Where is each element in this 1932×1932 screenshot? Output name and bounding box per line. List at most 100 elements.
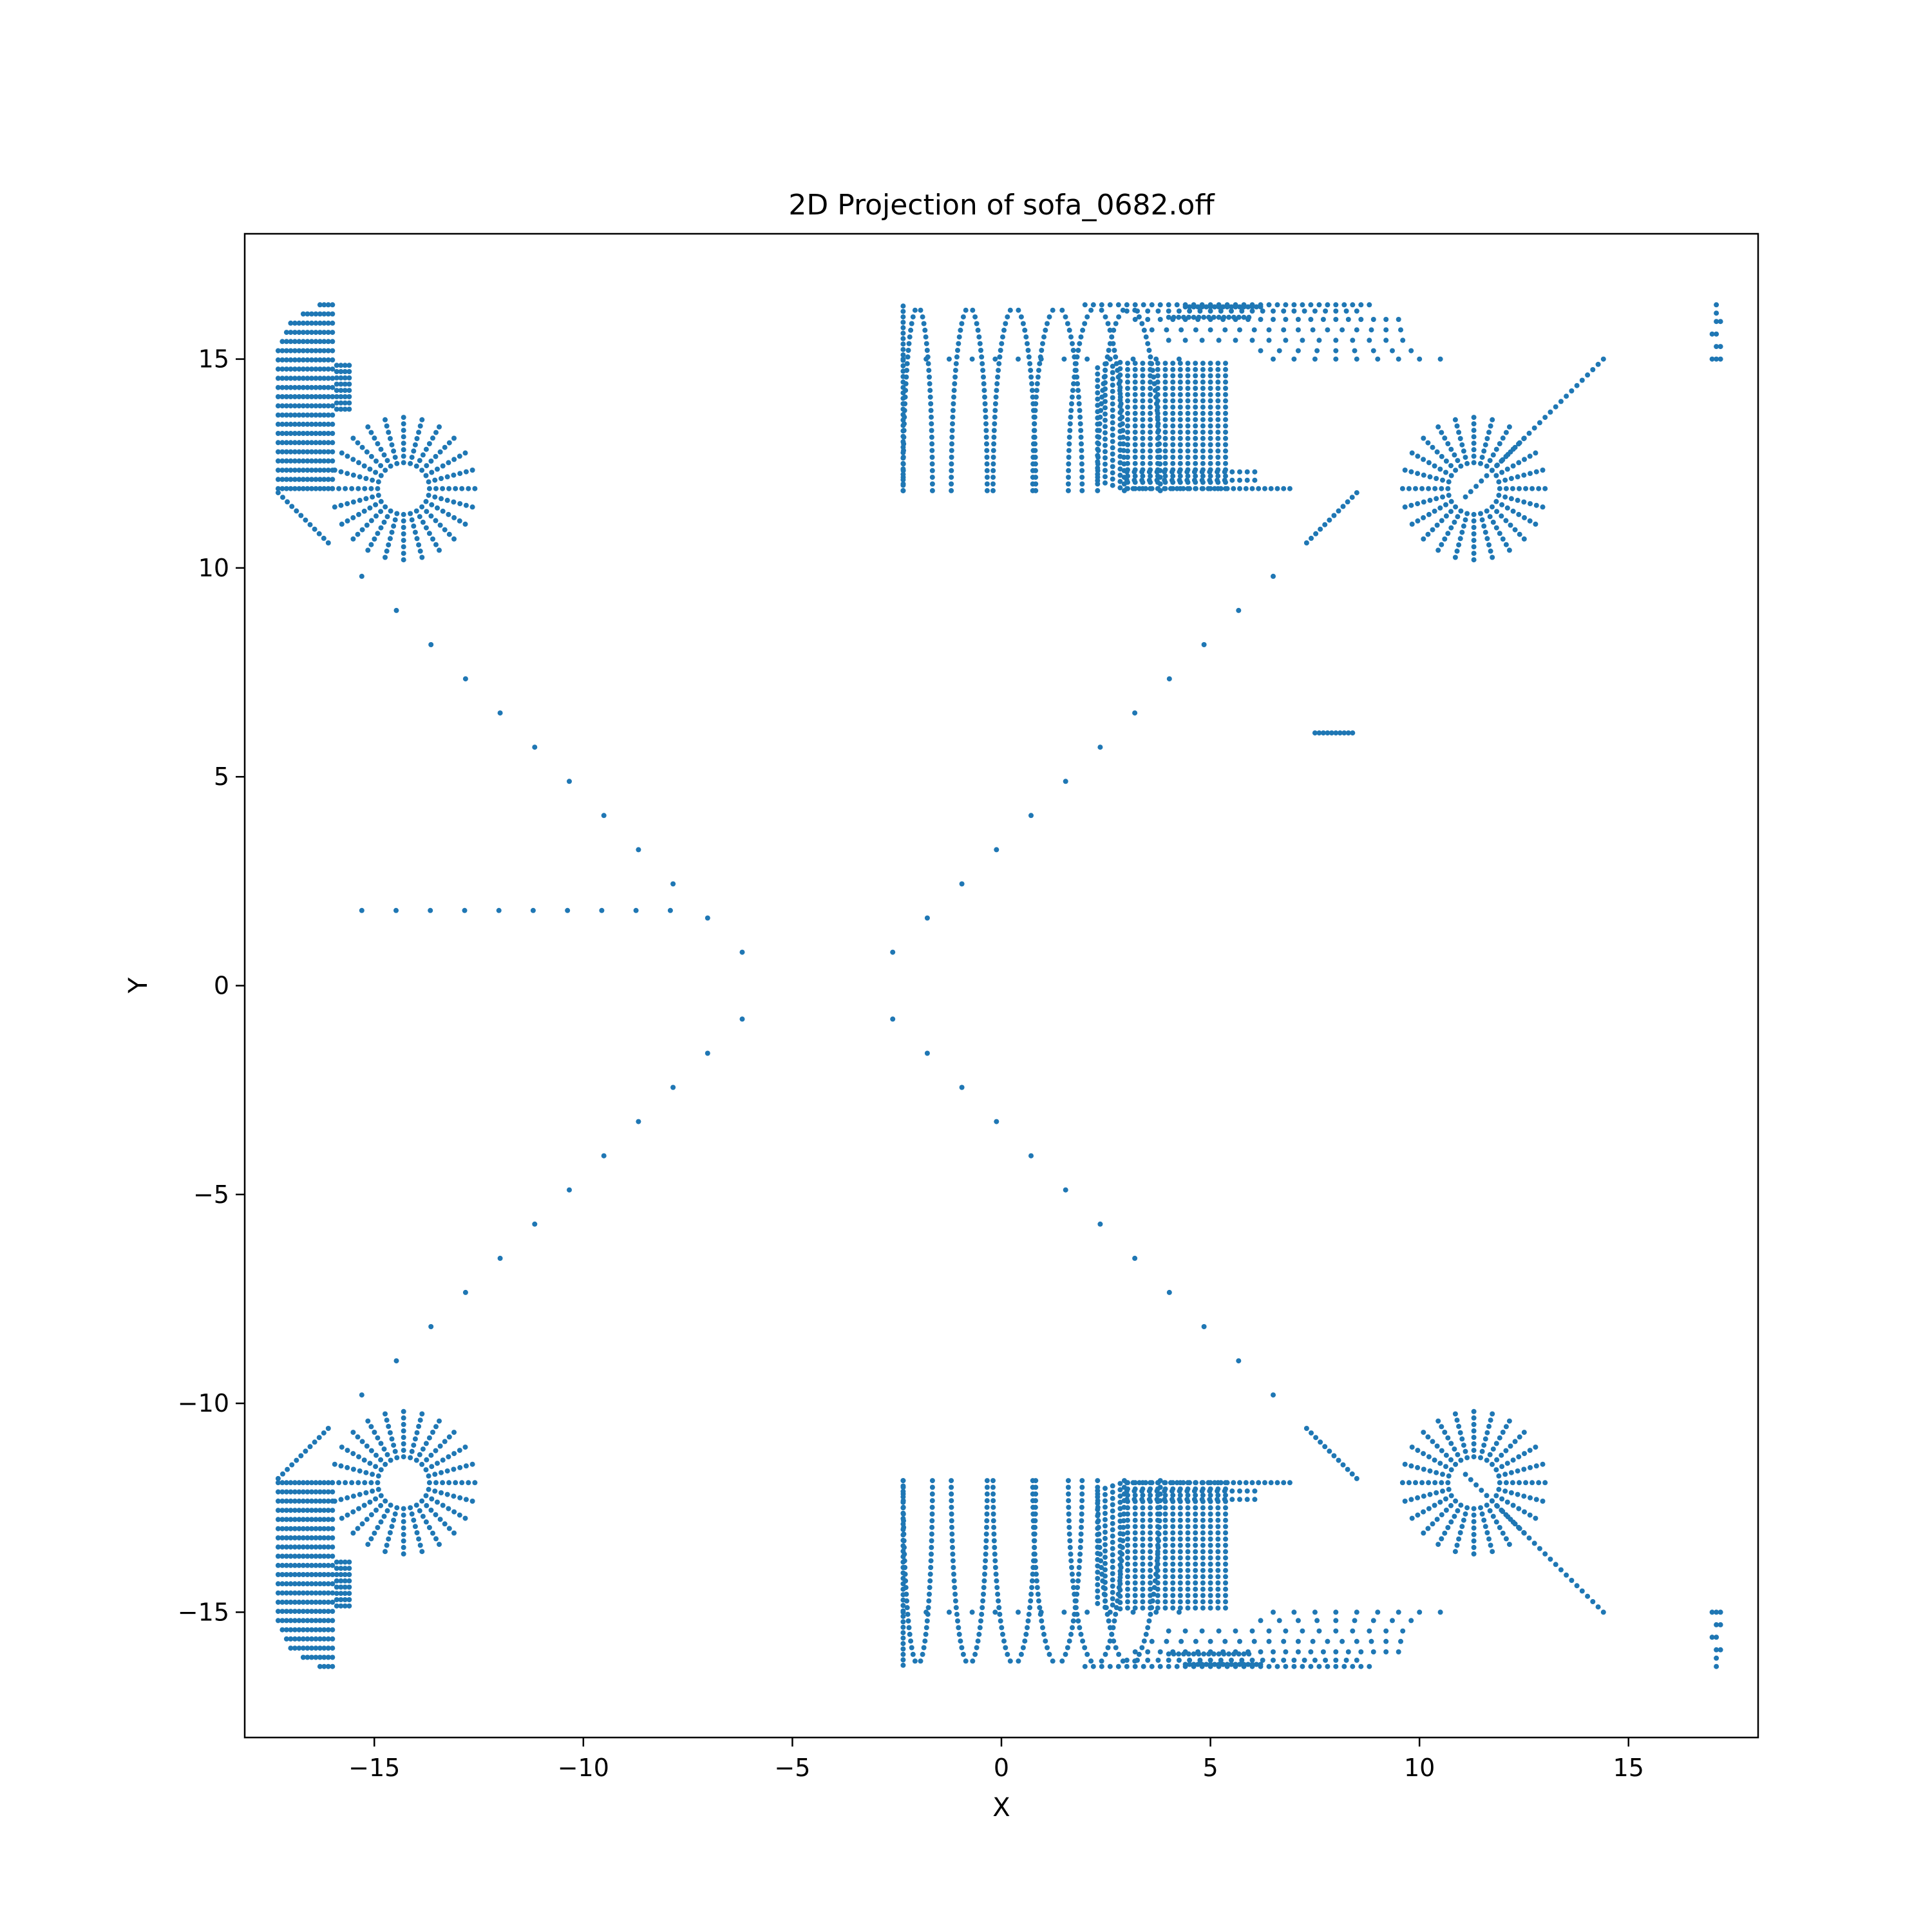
scatter-point xyxy=(929,481,935,487)
scatter-point xyxy=(928,1565,934,1570)
scatter-point xyxy=(1149,1638,1155,1644)
scatter-point xyxy=(1117,460,1123,466)
scatter-point xyxy=(1095,465,1101,471)
scatter-point xyxy=(1170,398,1176,404)
scatter-point xyxy=(298,513,304,518)
scatter-point xyxy=(325,1609,331,1615)
scatter-point xyxy=(279,486,285,491)
scatter-point xyxy=(317,394,323,399)
scatter-point xyxy=(1201,1324,1207,1329)
scatter-point xyxy=(1215,361,1221,366)
scatter-point xyxy=(1445,441,1451,446)
scatter-point xyxy=(970,1658,976,1664)
scatter-point xyxy=(275,1535,281,1540)
scatter-point xyxy=(300,357,306,363)
scatter-point xyxy=(462,1515,468,1521)
scatter-point xyxy=(1113,354,1119,360)
scatter-point xyxy=(466,486,471,491)
scatter-point xyxy=(1368,1638,1374,1644)
scatter-point xyxy=(292,477,298,482)
scatter-point xyxy=(997,354,1003,360)
scatter-point xyxy=(423,498,429,504)
scatter-point xyxy=(374,1508,379,1513)
scatter-point xyxy=(1155,1561,1160,1567)
scatter-point xyxy=(1125,423,1130,429)
scatter-point xyxy=(1540,1499,1546,1504)
scatter-point xyxy=(993,394,999,400)
scatter-point xyxy=(929,1498,935,1504)
scatter-point xyxy=(1456,542,1462,548)
scatter-point xyxy=(1117,410,1123,415)
scatter-point xyxy=(342,375,348,381)
scatter-point xyxy=(279,412,285,418)
scatter-point xyxy=(317,302,323,308)
scatter-point xyxy=(1162,1480,1168,1486)
scatter-point xyxy=(1318,526,1323,532)
scatter-point xyxy=(469,468,475,473)
scatter-point xyxy=(1508,1490,1514,1495)
scatter-point xyxy=(1448,1519,1454,1525)
scatter-point xyxy=(1443,502,1448,507)
scatter-point xyxy=(288,330,294,336)
scatter-point xyxy=(1068,1631,1074,1637)
scatter-point xyxy=(1148,1593,1153,1598)
scatter-point xyxy=(1103,1492,1108,1497)
scatter-point xyxy=(1070,348,1076,353)
scatter-point xyxy=(300,1636,306,1642)
scatter-point xyxy=(330,440,336,446)
scatter-point xyxy=(996,1605,1002,1611)
scatter-point xyxy=(1125,379,1130,385)
scatter-point xyxy=(1185,1586,1191,1592)
scatter-point xyxy=(1103,461,1108,467)
scatter-point xyxy=(1143,1480,1148,1486)
scatter-point xyxy=(1260,308,1265,314)
scatter-point xyxy=(1182,1662,1188,1667)
scatter-point xyxy=(313,366,319,372)
scatter-point xyxy=(1274,302,1280,308)
scatter-point xyxy=(1215,1593,1221,1598)
scatter-point xyxy=(1132,1649,1138,1654)
scatter-point xyxy=(1068,334,1074,340)
scatter-point xyxy=(1140,423,1146,429)
scatter-point xyxy=(1125,392,1130,397)
scatter-point xyxy=(1166,302,1171,308)
scatter-point xyxy=(1505,1514,1511,1520)
scatter-point xyxy=(1132,1536,1138,1542)
scatter-point xyxy=(1521,1430,1527,1435)
scatter-point xyxy=(296,1498,302,1504)
scatter-point xyxy=(1067,428,1073,433)
scatter-point xyxy=(342,369,348,374)
scatter-point xyxy=(321,449,327,455)
scatter-point xyxy=(275,477,281,482)
scatter-point xyxy=(667,907,673,913)
scatter-point xyxy=(1308,317,1314,322)
scatter-point xyxy=(1113,1645,1119,1651)
scatter-point xyxy=(1258,348,1264,354)
scatter-point xyxy=(1502,494,1508,500)
scatter-point xyxy=(321,375,327,381)
scatter-point xyxy=(355,531,361,537)
scatter-point xyxy=(1531,425,1537,431)
scatter-point xyxy=(325,1599,331,1605)
scatter-point xyxy=(1132,386,1138,391)
scatter-point xyxy=(1061,1609,1067,1615)
scatter-point xyxy=(1162,460,1168,466)
scatter-point xyxy=(1162,486,1168,491)
scatter-point xyxy=(321,1618,327,1624)
scatter-point xyxy=(1170,423,1176,429)
scatter-point xyxy=(330,1544,336,1550)
scatter-point xyxy=(1193,430,1198,435)
scatter-point xyxy=(1453,504,1459,510)
scatter-point xyxy=(984,448,990,453)
scatter-point xyxy=(419,1549,425,1555)
scatter-point xyxy=(1434,1470,1439,1475)
scatter-point xyxy=(1132,317,1138,322)
scatter-point xyxy=(1471,1454,1477,1460)
scatter-point xyxy=(317,339,323,345)
scatter-point xyxy=(1499,513,1504,519)
scatter-point xyxy=(363,1470,369,1475)
scatter-point xyxy=(1162,1593,1168,1598)
scatter-point xyxy=(313,1645,319,1651)
scatter-point xyxy=(408,460,413,466)
scatter-point xyxy=(313,357,319,363)
